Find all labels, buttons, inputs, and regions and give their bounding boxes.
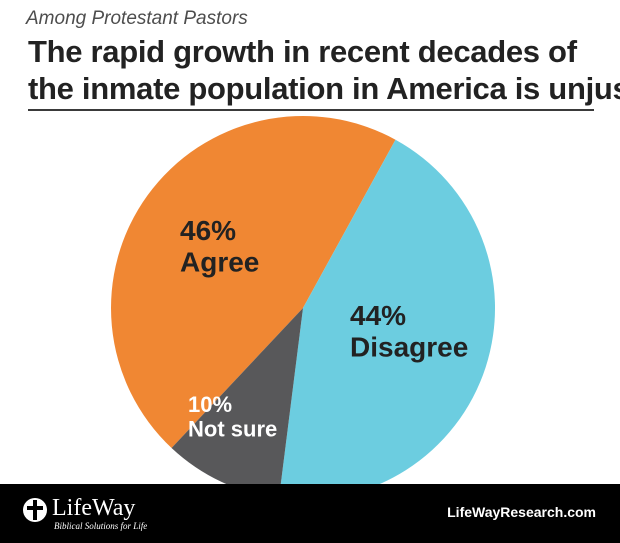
lifeway-cross-icon (23, 498, 47, 522)
slice-value-label-agree: 46% (180, 215, 236, 246)
pie-slice-not-sure (171, 308, 303, 484)
chart-subtitle: Among Protestant Pastors (26, 8, 248, 29)
slice-category-label-not-sure: Not sure (188, 417, 277, 442)
logo-tagline: Biblical Solutions for Life (54, 521, 148, 531)
logo-brand-text: LifeWay (52, 495, 136, 521)
pie-chart: 46%Agree 44%Disagree 10%Not sure (111, 116, 495, 484)
slice-value-label-not-sure: 10% (188, 392, 232, 417)
footer-bar: LifeWay Biblical Solutions for Life Life… (0, 484, 620, 543)
chart-title: The rapid growth in recent decades of th… (28, 33, 620, 107)
chart-title-line-2: the inmate population in America is unju… (28, 71, 620, 106)
pie-slice-agree (111, 116, 396, 448)
slice-category-label-disagree: Disagree (350, 331, 468, 362)
website-link[interactable]: LifeWayResearch.com (447, 504, 596, 520)
title-divider (28, 109, 594, 111)
lifeway-logo: LifeWay Biblical Solutions for Life (22, 495, 172, 533)
slice-category-label-agree: Agree (180, 246, 259, 277)
pie-slice-disagree (280, 139, 495, 484)
slice-value-label-disagree: 44% (350, 300, 406, 331)
chart-title-line-1: The rapid growth in recent decades of (28, 34, 577, 69)
